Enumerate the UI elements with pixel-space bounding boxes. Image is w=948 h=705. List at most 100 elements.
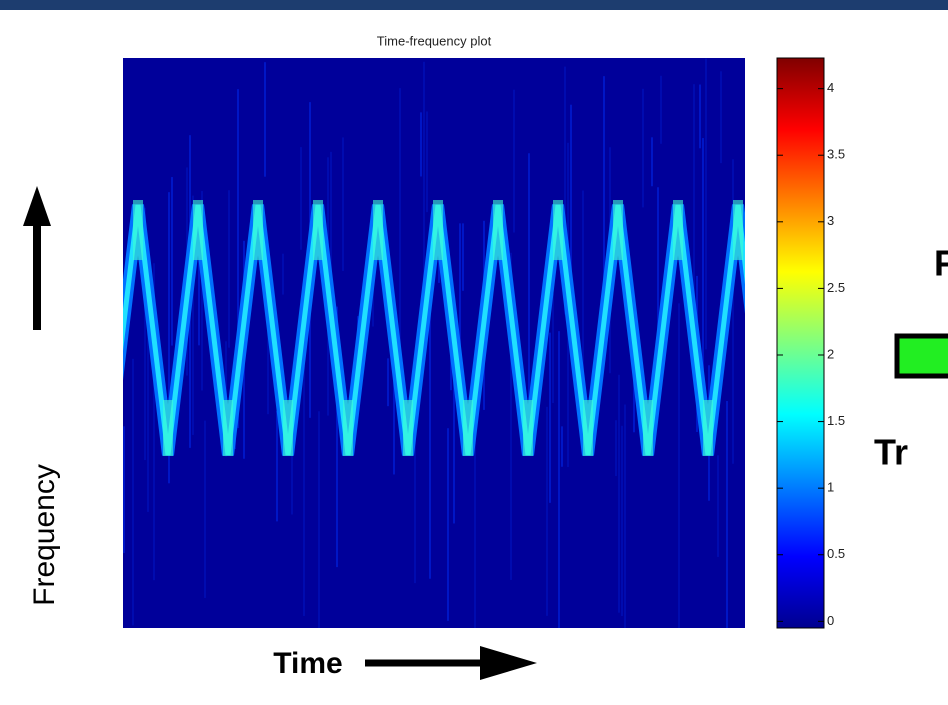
texture-stripe — [603, 76, 605, 301]
texture-stripe — [633, 345, 635, 433]
texture-stripe — [201, 191, 203, 391]
texture-stripe — [642, 88, 644, 208]
trough — [163, 400, 173, 456]
peak — [133, 200, 143, 260]
trough — [403, 400, 413, 456]
texture-stripe — [420, 112, 422, 177]
texture-stripe — [276, 410, 278, 522]
texture-stripe — [459, 223, 461, 358]
texture-stripe — [423, 61, 425, 284]
colorbar-tick-label: 2 — [827, 346, 834, 361]
texture-stripe — [198, 220, 200, 346]
colorbar-tick-label: 1.5 — [827, 413, 845, 428]
x-axis-label: Time — [273, 647, 342, 680]
texture-stripe — [414, 362, 416, 584]
texture-stripe — [558, 331, 560, 628]
texture-stripe — [171, 177, 173, 346]
texture-stripe — [582, 190, 584, 445]
frequency-arrowhead — [23, 186, 51, 226]
texture-stripe — [342, 137, 344, 271]
texture-stripe — [462, 223, 464, 291]
colorbar-tick-label: 2.5 — [827, 280, 845, 295]
texture-stripe — [291, 418, 293, 515]
colorbar-tick-label: 1 — [827, 480, 834, 495]
texture-stripe — [474, 399, 476, 628]
texture-stripe — [528, 153, 530, 433]
texture-stripe — [651, 137, 653, 187]
texture-stripe — [228, 190, 230, 348]
peak — [253, 200, 263, 260]
texture-stripe — [621, 425, 623, 617]
texture-stripe — [237, 89, 239, 429]
texture-stripe — [192, 195, 194, 435]
trough — [283, 400, 293, 456]
texture-stripe — [705, 58, 707, 350]
texture-stripe — [318, 411, 320, 628]
texture-stripe — [144, 207, 146, 461]
texture-stripe — [564, 66, 566, 315]
colorbar-ticks: 0 0.5 1 1.5 2 2.5 3 3.5 4 — [777, 80, 845, 628]
peak — [493, 200, 503, 260]
texture-stripe — [336, 306, 338, 568]
texture-stripe — [618, 374, 620, 613]
peak — [373, 200, 383, 260]
texture-stripe — [702, 138, 704, 371]
colorbar-tick-label: 3 — [827, 213, 834, 228]
green-box — [894, 333, 948, 379]
colorbar-tick-label: 0.5 — [827, 546, 845, 561]
texture-stripe — [549, 332, 551, 503]
texture-stripe — [513, 89, 515, 233]
top-bar — [0, 0, 948, 10]
texture-stripe — [300, 147, 302, 250]
texture-stripe — [726, 401, 728, 628]
colorbar-tick-label: 4 — [827, 80, 834, 95]
peak — [553, 200, 563, 260]
texture-stripe — [303, 365, 305, 616]
texture-stripe — [282, 253, 284, 295]
colorbar-tick-label: 3.5 — [827, 147, 845, 162]
texture-stripe — [330, 151, 332, 314]
texture-stripe — [693, 84, 695, 343]
trough — [343, 400, 353, 456]
texture-stripe — [624, 404, 626, 628]
peak — [313, 200, 323, 260]
peak — [733, 200, 743, 260]
colorbar — [776, 57, 825, 629]
trough — [763, 400, 773, 456]
texture-stripe — [393, 347, 395, 475]
texture-stripe — [510, 252, 512, 580]
trough — [223, 400, 233, 456]
colorbar-tick-label: 0 — [827, 613, 834, 628]
peak — [433, 200, 443, 260]
texture-stripe — [168, 192, 170, 484]
y-axis-label: Frequency — [28, 464, 61, 606]
texture-stripe — [678, 303, 680, 628]
texture-stripe — [720, 71, 722, 164]
texture-stripe — [147, 331, 149, 512]
trough — [703, 400, 713, 456]
trough — [463, 400, 473, 456]
texture-stripe — [399, 88, 401, 360]
texture-stripe — [132, 358, 134, 626]
texture-stripe — [264, 62, 266, 177]
texture-stripe — [387, 358, 389, 407]
texture-stripe — [267, 304, 269, 415]
trough — [583, 400, 593, 456]
texture-stripe — [447, 428, 449, 621]
plot-title: Time-frequency plot — [377, 33, 492, 48]
spectrogram-signal — [123, 200, 773, 456]
peak — [193, 200, 203, 260]
texture-stripe — [699, 84, 701, 149]
texture-stripe — [552, 293, 554, 404]
texture-stripe — [615, 420, 617, 477]
texture-stripe — [717, 455, 719, 557]
trough — [523, 400, 533, 456]
texture-stripe — [570, 104, 572, 333]
texture-stripe — [153, 263, 155, 581]
texture-stripe — [561, 426, 563, 467]
side-text-top: F — [934, 243, 948, 284]
texture-stripe — [546, 406, 548, 616]
texture-stripe — [123, 426, 125, 554]
